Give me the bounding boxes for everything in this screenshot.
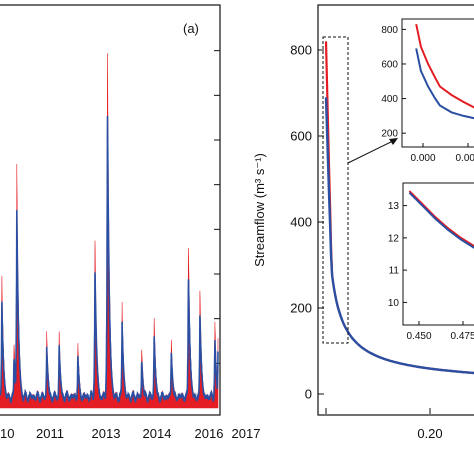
panel-a-x-tick-label: 2017 [232, 426, 261, 441]
inset-tail-x-tick-label: 0.450 [406, 331, 431, 342]
panel-b-y-tick-label: 0 [305, 387, 312, 402]
inset-top-y-tick-label: 600 [381, 59, 398, 70]
panel-b-flow-duration: Streamflow (m³ s⁻¹) 0 200 400 600 800 0.20 80… [252, 4, 474, 442]
inset-top-x-tick-label: 0.000 [455, 153, 474, 164]
inset-top-series-blue-line [415, 48, 474, 120]
zoom-arrow-head [389, 138, 398, 145]
panel-b-plot-area [324, 41, 474, 375]
zoom-arrow-line [347, 139, 396, 164]
inset-tail-zoom: 13 12 11 10 0.450 0.475 [388, 182, 474, 342]
inset-tail-y-tick-label: 13 [388, 201, 400, 212]
inset-tail-y-tick-label: 11 [389, 266, 400, 277]
inset-top-y-tick-label: 800 [381, 25, 398, 36]
panel-b-y-tick-label: 200 [290, 301, 312, 316]
inset-top-y-tick-label: 400 [381, 94, 398, 105]
panel-a-label: (a) [183, 21, 199, 36]
inset-top-y-tick-label: 200 [381, 129, 398, 140]
zoom-selection-box [322, 36, 349, 344]
panel-b-frame [317, 4, 474, 416]
inset-tail-x-tick-label: 0.475 [450, 331, 474, 342]
panel-b-x-tick-label: 0.20 [417, 426, 442, 441]
panel-b-y-tick-label: 600 [290, 129, 312, 144]
inset-tail-y-tick-label: 10 [388, 298, 400, 309]
panel-b-axes: 0 200 400 600 800 0.20 [290, 43, 442, 442]
panel-a-x-tick-label: 2010 [0, 426, 14, 441]
inset-top-x-tick-label: 0.000 [410, 153, 435, 164]
panel-a-x-tick-label: 2014 [143, 426, 172, 441]
panel-a-x-tick-labels: 2010 2011 2013 2014 2016 2017 [0, 426, 260, 441]
panel-b-y-axis-label: Streamflow (m³ s⁻¹) [252, 153, 267, 267]
panel-b-y-tick-label: 800 [290, 43, 312, 58]
panel-a-x-tick-label: 2016 [195, 426, 224, 441]
inset-tail-frame [402, 182, 474, 326]
panel-a-x-tick-label: 2013 [92, 426, 121, 441]
panel-a-right-ticks [214, 50, 220, 364]
panel-a-plot-area [0, 53, 219, 409]
panel-b-series-blue-line [324, 97, 474, 375]
panel-a-frame [0, 4, 221, 416]
inset-top-series-red-line [415, 23, 474, 109]
panel-b-y-tick-label: 400 [290, 215, 312, 230]
inset-top-zoom: 800 600 400 200 0.000 0.000 [381, 18, 474, 164]
panel-a-series-blue-line [0, 116, 219, 405]
panel-a-hydrograph: (a) 2010 2011 2013 2014 2016 2017 [0, 4, 260, 441]
panel-a-x-tick-label: 2011 [36, 426, 64, 441]
inset-tail-y-tick-label: 12 [388, 233, 400, 244]
